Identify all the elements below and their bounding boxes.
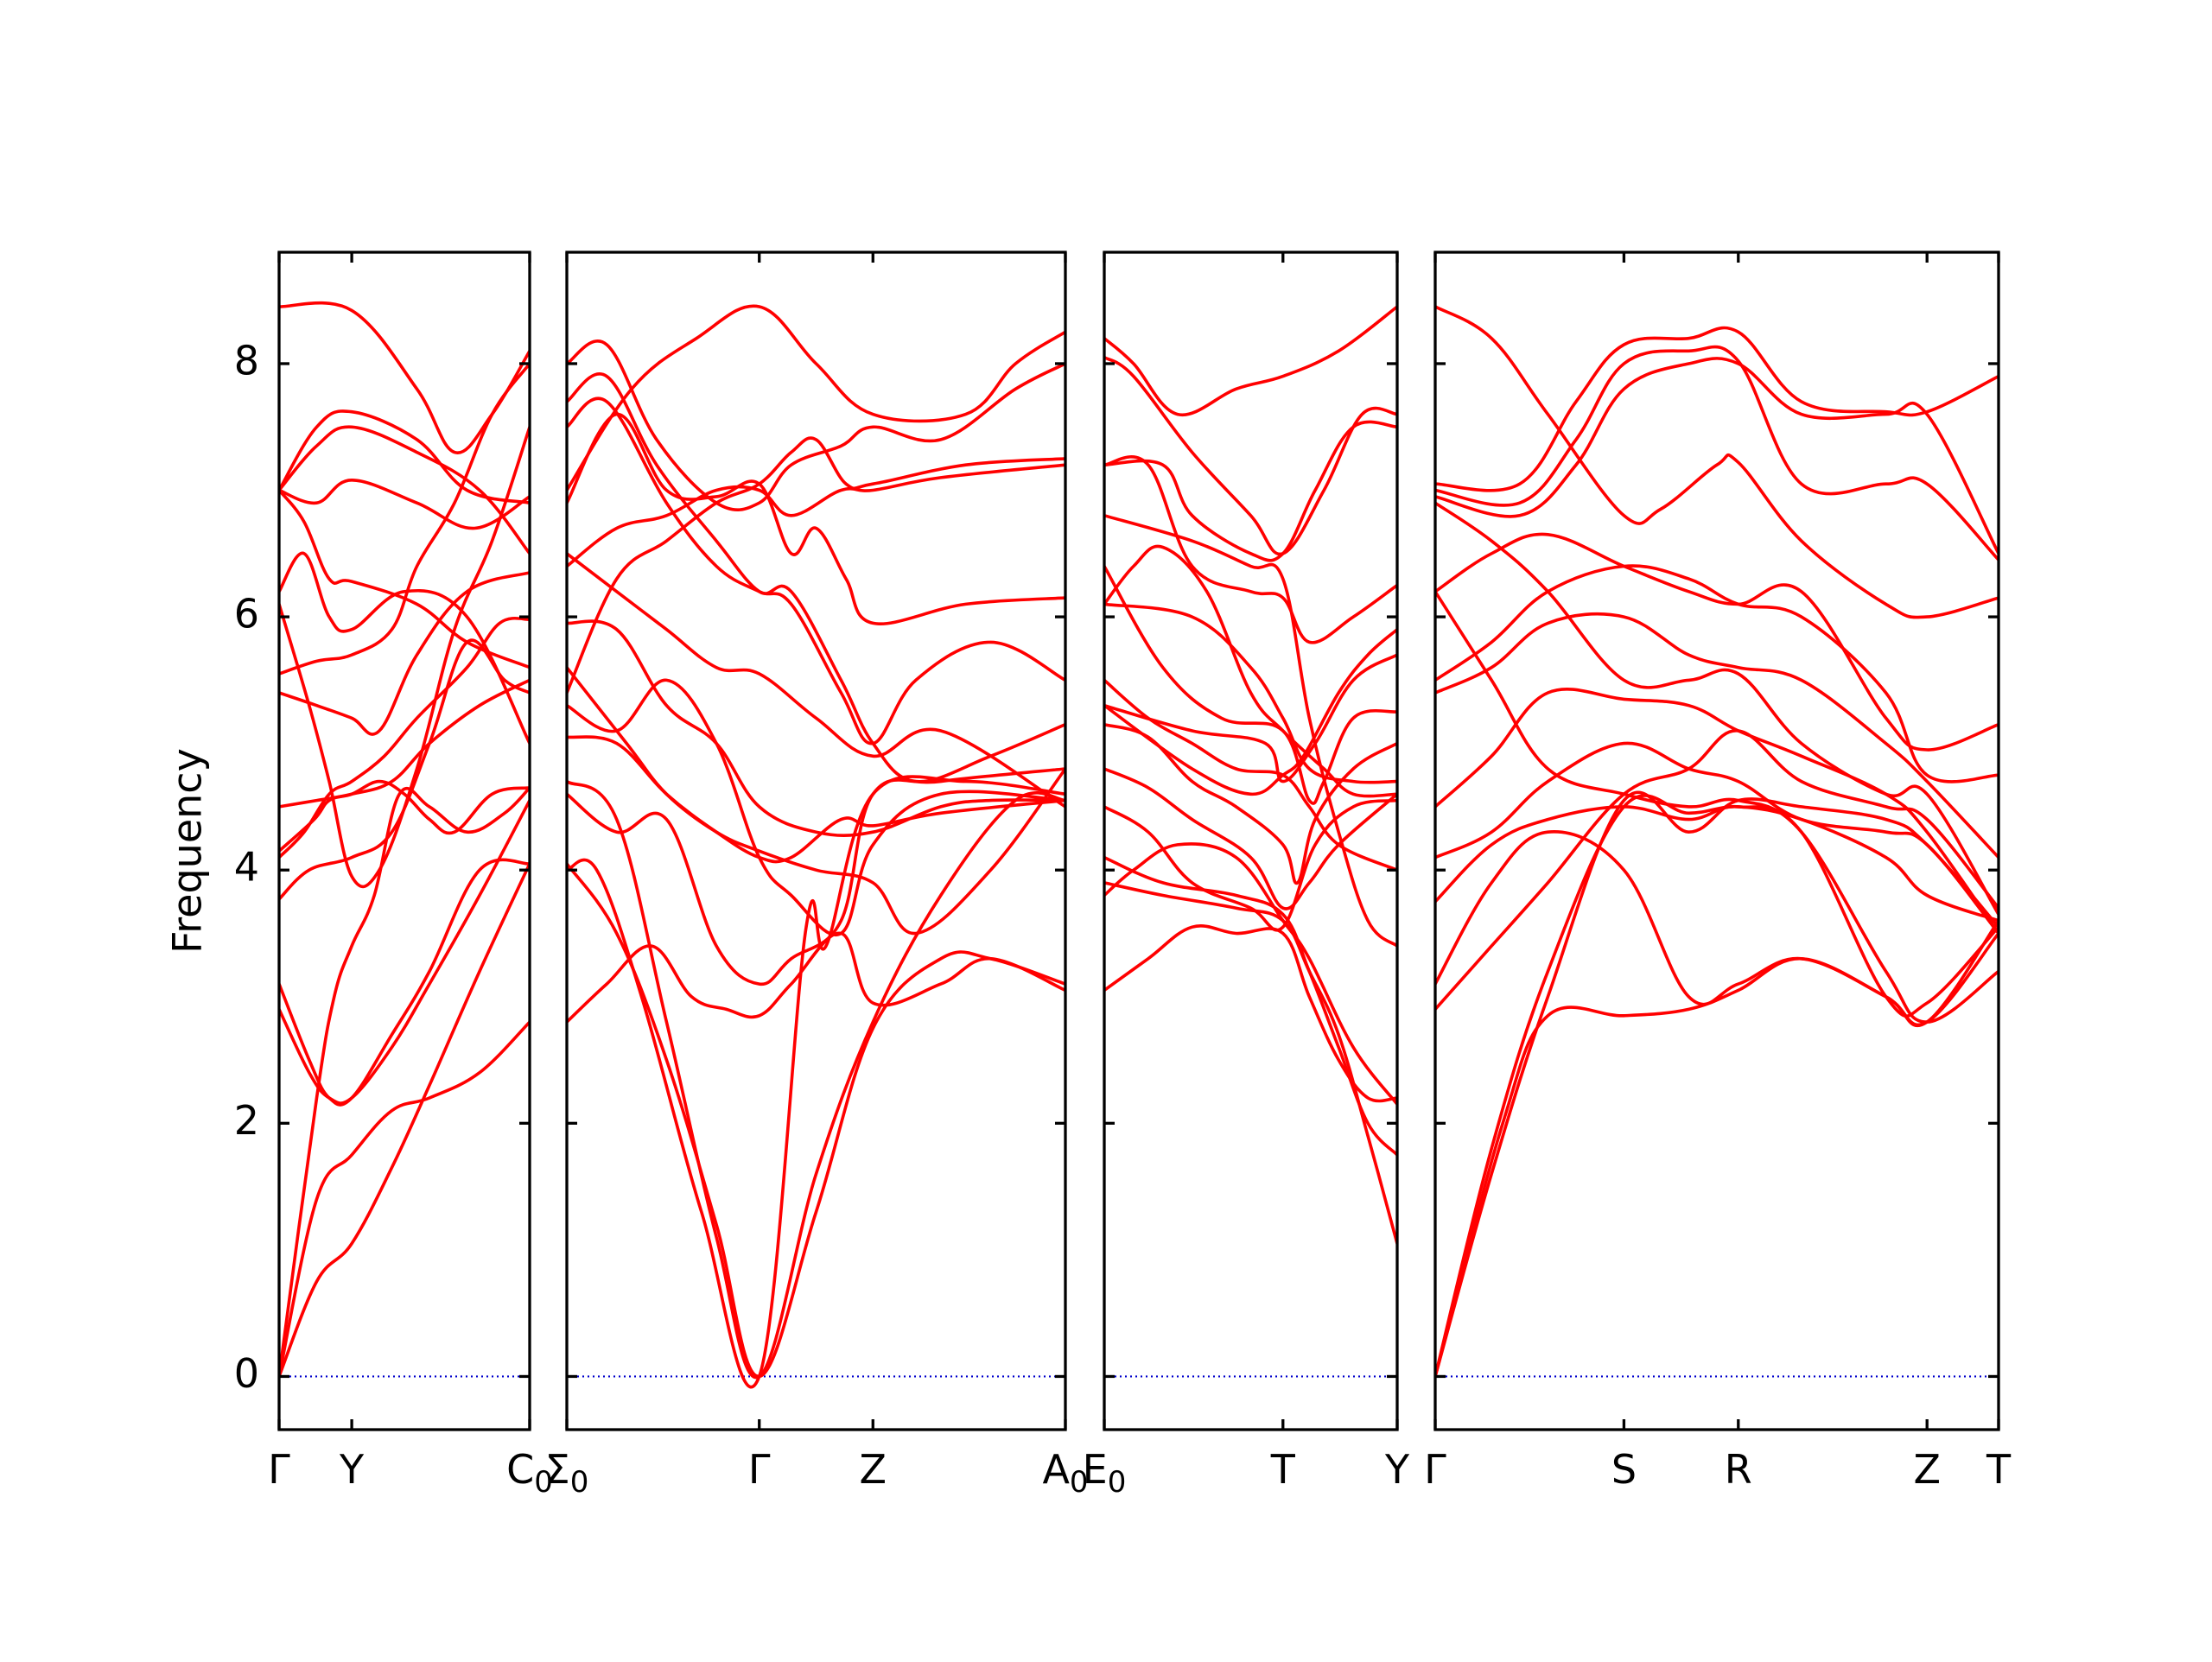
y-tick-label: 8 (234, 337, 259, 384)
band-line-3-13 (1104, 602, 1397, 784)
x-tick-label: Γ (268, 1446, 290, 1493)
band-line-3-6 (1104, 678, 1397, 872)
band-line-4-17 (1435, 790, 1999, 1379)
band-line-3-3 (1104, 420, 1397, 562)
band-line-4-7 (1435, 564, 1999, 783)
band-line-2-16 (567, 862, 1065, 1379)
band-line-2-15 (567, 779, 1065, 1380)
band-line-4-11 (1435, 590, 1999, 1024)
x-tick-label: S (1611, 1446, 1637, 1493)
band-line-2-4 (567, 396, 1065, 745)
band-line-4-14 (1435, 729, 1999, 1012)
band-line-2-9 (567, 735, 1065, 864)
y-tick-label: 2 (234, 1097, 259, 1144)
x-tick-label: A0 (1042, 1446, 1088, 1500)
band-line-2-17 (567, 775, 1065, 1389)
panel-frame-1 (277, 251, 531, 1431)
x-tick-label: T (1270, 1446, 1296, 1493)
band-line-4-12 (1435, 804, 1999, 1018)
y-tick-label: 0 (234, 1350, 259, 1397)
band-line-3-10 (1104, 842, 1397, 1107)
band-line-1-12 (279, 638, 530, 901)
band-line-3-18 (1104, 881, 1397, 1246)
band-line-1-4 (279, 479, 530, 530)
band-line-1-7 (279, 362, 530, 676)
band-line-2-10 (567, 436, 1065, 695)
band-line-1-3 (279, 425, 530, 555)
band-line-3-17 (1104, 855, 1397, 1157)
band-line-1-17 (279, 1020, 530, 1379)
band-line-3-8 (1104, 767, 1397, 910)
band-line-4-5 (1435, 501, 1999, 917)
band-line-1-18 (279, 862, 530, 1379)
band-line-3-16 (1104, 514, 1397, 948)
band-line-2-11 (567, 463, 1065, 568)
band-line-3-12 (1104, 564, 1397, 805)
x-tick-label: T (1986, 1446, 2012, 1493)
band-line-2-12 (567, 678, 1065, 937)
band-line-1-14 (279, 858, 530, 1107)
band-line-4-15 (1435, 931, 1999, 1379)
band-line-1-10 (279, 425, 530, 889)
band-line-1-8 (279, 571, 530, 736)
band-line-2-2 (567, 339, 1065, 511)
band-line-4-10 (1435, 741, 1999, 936)
band-line-1-16 (279, 786, 530, 1379)
x-tick-label: Z (860, 1446, 887, 1493)
band-line-4-1 (1435, 305, 1999, 619)
band-line-3-4 (1104, 455, 1397, 644)
band-line-2-1 (567, 304, 1065, 492)
panel-frame-2 (565, 251, 1067, 1431)
band-line-2-7 (567, 619, 1065, 837)
panel-frame-3 (1103, 251, 1399, 1431)
band-line-4-4 (1435, 357, 1999, 555)
band-line-1-2 (279, 409, 530, 504)
band-line-3-14 (1104, 653, 1397, 783)
band-line-4-16 (1435, 794, 1999, 1379)
band-line-4-3 (1435, 345, 1999, 561)
band-line-4-13 (1435, 830, 1999, 1028)
band-line-2-13 (567, 767, 1065, 986)
y-axis-label: Frequency (164, 748, 211, 954)
band-line-2-6 (567, 552, 1065, 809)
band-line-3-15 (1104, 627, 1397, 796)
x-tick-label: E0 (1083, 1446, 1127, 1500)
band-line-2-5 (567, 412, 1065, 625)
panel-frame-4 (1433, 251, 2000, 1431)
band-line-2-3 (567, 372, 1065, 783)
x-tick-label: Z (1913, 1446, 1941, 1493)
band-line-4-2 (1435, 326, 1999, 492)
band-line-4-8 (1435, 612, 1999, 860)
band-line-2-14 (567, 931, 1065, 1024)
x-tick-label: Σ0 (545, 1446, 589, 1500)
y-tick-label: 6 (234, 591, 259, 638)
band-line-3-5 (1104, 544, 1397, 798)
y-tick-label: 4 (234, 844, 259, 891)
x-tick-label: C0 (506, 1446, 553, 1500)
x-tick-label: Γ (748, 1446, 771, 1493)
band-line-1-15 (279, 798, 530, 1105)
x-tick-label: R (1725, 1446, 1752, 1493)
band-line-1-13 (279, 779, 530, 853)
band-line-3-11 (1104, 924, 1397, 1103)
band-line-3-1 (1104, 305, 1397, 417)
x-tick-label: Y (1384, 1446, 1410, 1493)
band-line-2-8 (567, 665, 1065, 936)
band-line-1-9 (279, 678, 530, 809)
x-tick-label: Γ (1424, 1446, 1446, 1493)
band-line-1-6 (279, 551, 530, 745)
x-tick-label: Y (339, 1446, 365, 1493)
